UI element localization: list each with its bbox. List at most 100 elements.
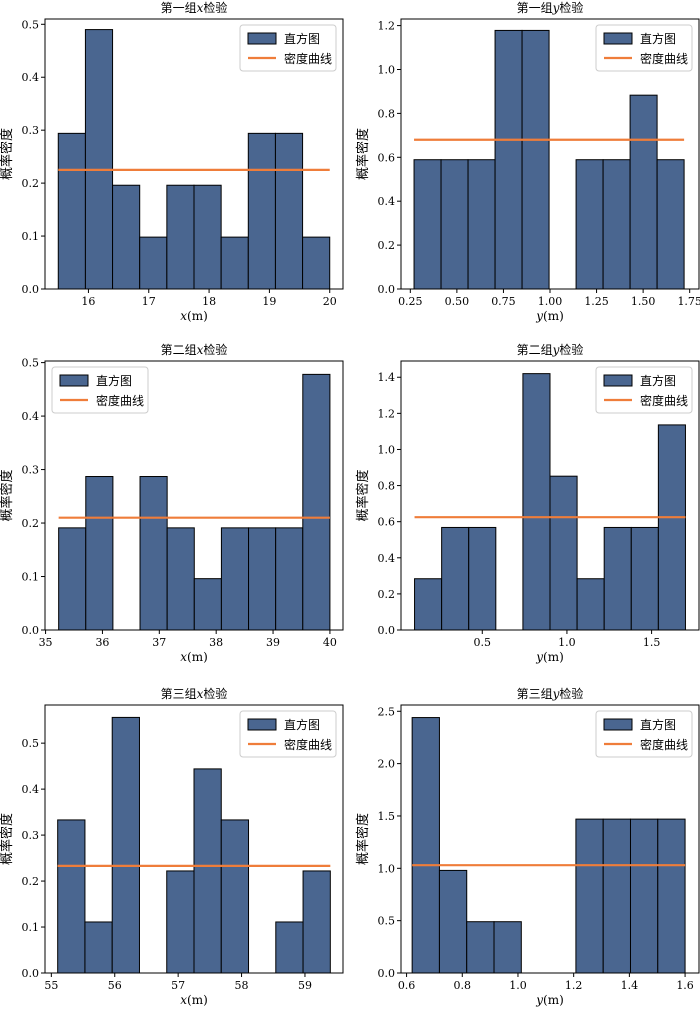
x-tick-label: 0.75: [491, 295, 516, 308]
y-tick-label: 0.0: [378, 624, 396, 637]
chart-title-suffix: 检验: [203, 686, 227, 701]
x-axis-label-variable: y: [535, 650, 543, 664]
y-axis-label: 概率密度: [355, 813, 371, 865]
legend-hist-swatch: [603, 374, 633, 387]
y-tick-label: 0.5: [22, 357, 40, 370]
y-tick-label: 0.2: [378, 239, 396, 252]
axes-frame: [44, 704, 344, 974]
y-tick-label: 0.4: [378, 195, 396, 208]
legend-density-label: 密度曲线: [640, 737, 688, 752]
chart-title: 第三组y检验: [517, 686, 584, 701]
x-axis-label-unit: (m): [543, 650, 564, 664]
histogram-bar: [440, 159, 469, 290]
x-tick-label: 19: [262, 295, 276, 308]
x-axis-label-unit: (m): [187, 309, 208, 323]
legend-density-label: 密度曲线: [284, 737, 332, 752]
histogram-bar: [466, 921, 495, 974]
x-axis-label: y(m): [535, 650, 564, 664]
y-tick-label: 0.0: [22, 283, 40, 296]
histogram-bar: [84, 29, 114, 290]
legend-density-label: 密度曲线: [640, 51, 688, 66]
histogram-bar: [302, 236, 331, 290]
x-tick-label: 1.25: [584, 295, 609, 308]
x-tick-label: 1.5: [643, 636, 661, 649]
histogram-bar: [575, 159, 604, 290]
x-tick-label: 1.2: [565, 979, 583, 992]
histogram-bar: [84, 921, 113, 974]
y-tick-label: 0.4: [22, 410, 40, 423]
x-tick-label: 0.5: [474, 636, 492, 649]
x-tick-label: 1.50: [631, 295, 656, 308]
y-tick-label: 0.6: [378, 151, 396, 164]
x-axis-label-variable: y: [535, 309, 543, 323]
histogram-bar: [413, 159, 442, 290]
y-tick-label: 2.0: [378, 758, 396, 771]
histogram-bar: [111, 716, 140, 974]
x-axis-label-variable: x: [180, 650, 187, 664]
x-tick-label: 1.75: [677, 295, 700, 308]
chart-title-variable: x: [197, 343, 204, 357]
y-tick-label: 0.4: [378, 552, 396, 565]
legend-hist-swatch: [603, 32, 633, 45]
x-axis-label: x(m): [180, 993, 208, 1007]
histogram-bar: [629, 818, 659, 974]
y-tick-label: 0.1: [22, 571, 40, 584]
y-axis-label: 概率密度: [355, 128, 371, 180]
y-axis-label: 概率密度: [0, 469, 15, 521]
legend-hist-label: 直方图: [640, 373, 676, 388]
chart-panel-3: 35 36 37 38 39 400.00.10.20.30.40.5第二组x检验x(m)…: [0, 342, 344, 664]
histogram-bar: [629, 94, 658, 290]
histogram-bar: [602, 159, 631, 290]
histogram-bar: [220, 527, 250, 631]
x-tick-label: 39: [266, 636, 280, 649]
histogram-bar: [494, 29, 523, 290]
histogram-bar: [302, 870, 331, 974]
histogram-bar: [139, 476, 168, 631]
chart-title-variable: y: [552, 1, 560, 15]
chart-title-prefix: 第二组: [161, 343, 197, 357]
y-tick-label: 1.5: [378, 810, 396, 823]
x-tick-label: 0.50: [445, 295, 470, 308]
chart-panel-4: 0.5 1.0 1.50.00.20.40.60.81.01.21.4第二组y检验y…: [355, 342, 700, 664]
histogram-bar: [630, 526, 659, 631]
legend-hist-label: 直方图: [640, 31, 676, 46]
legend-hist-swatch: [603, 718, 633, 731]
x-tick-label: 20: [323, 295, 337, 308]
x-axis-label-variable: y: [535, 993, 543, 1007]
chart-title-suffix: 检验: [559, 686, 583, 701]
legend-hist-label: 直方图: [284, 717, 320, 732]
chart-title: 第三组x检验: [161, 686, 228, 701]
axes-frame: [400, 704, 700, 974]
histogram-bar: [248, 527, 277, 631]
chart-title: 第二组x检验: [161, 342, 228, 357]
y-axis-label: 概率密度: [0, 813, 15, 865]
x-tick-label: 0.25: [398, 295, 423, 308]
x-tick-label: 57: [171, 979, 185, 992]
histogram-bar: [275, 527, 304, 631]
x-tick-label: 1.0: [558, 636, 576, 649]
x-tick-label: 35: [39, 636, 53, 649]
histogram-bar: [220, 236, 249, 290]
histogram-bar: [657, 424, 686, 631]
x-tick-label: 0.6: [398, 979, 416, 992]
y-tick-label: 0.4: [22, 71, 40, 84]
x-tick-label: 1.4: [621, 979, 639, 992]
x-tick-label: 0.8: [454, 979, 472, 992]
histogram-bar: [575, 818, 604, 974]
x-tick-label: 1.00: [538, 295, 563, 308]
x-axis-label: y(m): [535, 993, 564, 1007]
chart-title-variable: x: [197, 687, 204, 701]
histogram-bar: [166, 527, 195, 631]
chart-title-variable: y: [552, 687, 560, 701]
y-tick-label: 2.5: [378, 705, 396, 718]
chart-title-suffix: 检验: [203, 342, 227, 357]
axes-frame: [400, 360, 700, 631]
chart-title-variable: y: [552, 343, 560, 357]
y-tick-label: 0.5: [378, 915, 396, 928]
histogram-bar: [247, 132, 276, 290]
